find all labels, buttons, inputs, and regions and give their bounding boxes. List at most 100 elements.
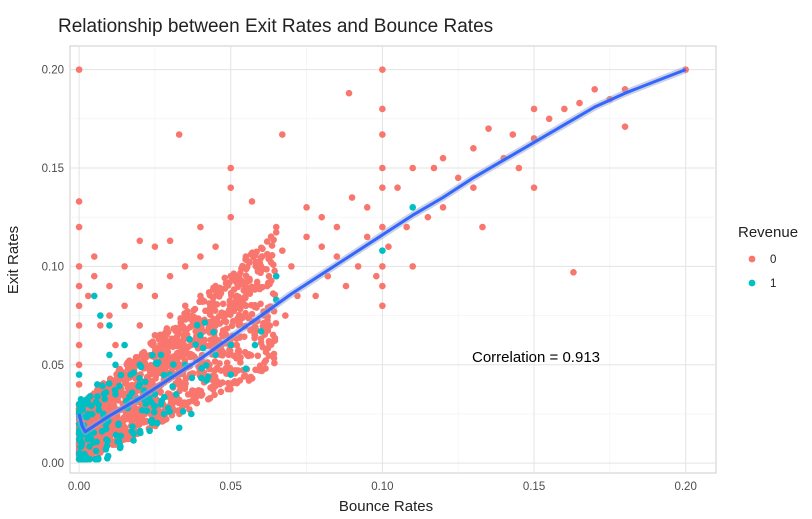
point-revenue-0 <box>509 131 517 138</box>
point-revenue-0 <box>237 354 244 361</box>
x-tick-label: 0.15 <box>523 481 545 493</box>
point-revenue-0 <box>409 164 417 172</box>
point-revenue-0 <box>222 318 230 326</box>
point-revenue-0 <box>545 115 553 123</box>
point-revenue-0 <box>197 223 204 231</box>
point-revenue-0 <box>430 164 438 172</box>
legend-swatch <box>748 255 756 263</box>
legend: Revenue 0 1 <box>738 224 798 290</box>
point-revenue-0 <box>224 379 232 387</box>
point-revenue-1 <box>151 402 158 410</box>
point-revenue-0 <box>233 379 241 387</box>
point-revenue-0 <box>515 164 523 172</box>
point-revenue-0 <box>234 319 242 326</box>
trend-line <box>77 68 687 434</box>
point-revenue-0 <box>279 131 286 138</box>
point-revenue-0 <box>232 277 240 285</box>
point-revenue-0 <box>123 361 131 368</box>
point-revenue-0 <box>379 164 386 172</box>
point-revenue-1 <box>169 383 176 390</box>
point-revenue-1 <box>117 371 125 379</box>
y-tick-label: 0.00 <box>42 458 64 470</box>
point-revenue-0 <box>75 322 83 329</box>
point-revenue-0 <box>237 269 244 277</box>
point-revenue-1 <box>149 351 156 359</box>
point-revenue-0 <box>190 307 197 314</box>
point-revenue-0 <box>282 312 289 319</box>
point-revenue-1 <box>193 321 201 329</box>
point-revenue-0 <box>530 105 538 113</box>
point-revenue-0 <box>409 263 417 270</box>
point-revenue-0 <box>270 261 277 269</box>
point-revenue-0 <box>160 366 167 374</box>
point-revenue-1 <box>105 380 113 387</box>
point-revenue-1 <box>76 455 83 463</box>
point-revenue-0 <box>237 359 244 366</box>
point-revenue-0 <box>242 309 249 317</box>
point-revenue-1 <box>198 374 205 382</box>
point-revenue-0 <box>75 341 83 349</box>
point-revenue-0 <box>124 435 132 443</box>
point-revenue-0 <box>112 341 119 349</box>
point-revenue-0 <box>121 427 128 434</box>
point-revenue-0 <box>212 243 219 251</box>
point-revenue-0 <box>263 250 271 258</box>
point-revenue-0 <box>75 66 83 73</box>
point-revenue-0 <box>75 198 83 205</box>
point-revenue-0 <box>373 272 380 280</box>
point-revenue-0 <box>240 373 248 380</box>
legend-label: 1 <box>770 278 776 290</box>
point-revenue-0 <box>251 331 259 339</box>
point-revenue-0 <box>288 263 295 270</box>
point-revenue-0 <box>175 380 182 388</box>
point-revenue-1 <box>128 389 136 396</box>
point-revenue-0 <box>217 349 225 356</box>
point-revenue-1 <box>83 413 91 421</box>
point-revenue-0 <box>379 105 386 113</box>
point-revenue-1 <box>198 364 205 372</box>
point-revenue-0 <box>219 300 227 308</box>
point-revenue-0 <box>245 377 253 384</box>
point-revenue-1 <box>75 450 83 457</box>
point-revenue-0 <box>265 338 273 345</box>
point-revenue-0 <box>245 351 253 358</box>
point-revenue-0 <box>182 331 189 338</box>
point-revenue-0 <box>279 247 286 254</box>
point-revenue-1 <box>148 416 156 424</box>
point-revenue-1 <box>197 331 204 339</box>
point-revenue-0 <box>271 337 279 344</box>
point-revenue-0 <box>205 325 213 332</box>
point-revenue-0 <box>109 438 116 445</box>
point-revenue-1 <box>106 322 113 329</box>
point-revenue-0 <box>211 307 219 315</box>
point-revenue-0 <box>269 290 277 297</box>
point-revenue-0 <box>97 322 104 329</box>
point-revenue-0 <box>363 233 371 241</box>
point-revenue-0 <box>363 204 371 211</box>
point-revenue-0 <box>470 184 477 191</box>
point-revenue-1 <box>101 395 109 403</box>
point-revenue-0 <box>106 312 113 319</box>
point-revenue-0 <box>156 331 164 339</box>
point-revenue-1 <box>130 437 137 444</box>
y-axis-title: Exit Rates <box>5 226 22 294</box>
point-revenue-0 <box>205 289 213 296</box>
point-revenue-1 <box>86 392 94 400</box>
point-revenue-1 <box>160 371 168 379</box>
point-revenue-0 <box>216 380 223 388</box>
point-revenue-0 <box>197 253 204 260</box>
point-revenue-0 <box>90 272 98 280</box>
point-revenue-0 <box>166 272 174 280</box>
point-revenue-0 <box>354 263 362 270</box>
point-revenue-0 <box>272 223 280 231</box>
point-revenue-0 <box>106 282 113 290</box>
point-revenue-1 <box>379 247 386 254</box>
point-revenue-1 <box>172 390 180 398</box>
point-revenue-0 <box>226 279 233 286</box>
y-tick-label: 0.05 <box>42 360 64 372</box>
point-revenue-0 <box>226 347 234 354</box>
point-revenue-0 <box>164 348 172 356</box>
point-revenue-0 <box>379 131 386 138</box>
y-tick-label: 0.20 <box>42 65 64 77</box>
